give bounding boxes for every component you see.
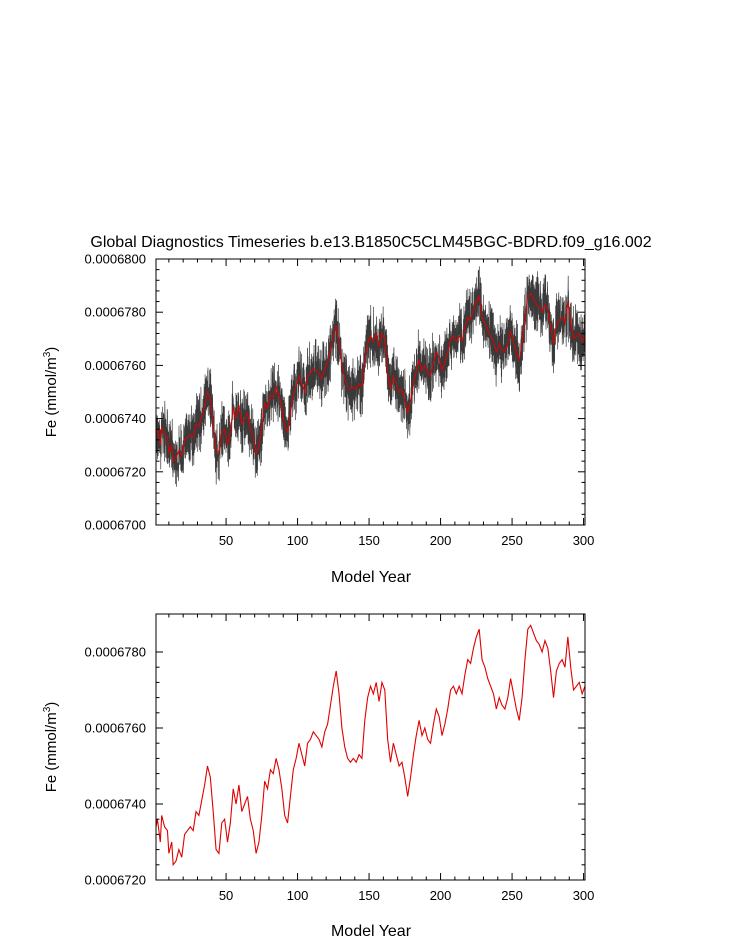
y-tick-label: 0.0006780 <box>85 305 146 320</box>
bottom-chart-panel: 50 100 150 200 250 300 0.0006720 0.0006740 0.000… <box>42 613 595 940</box>
top-chart-panel: Global Diagnostics Timeseries b.e13.B185… <box>42 234 652 586</box>
x-tick-label: 50 <box>219 533 233 548</box>
y-tick-label: 0.0006740 <box>85 411 146 426</box>
x-tick-label: 150 <box>358 888 380 903</box>
top-axes: 50 100 150 200 250 300 0.0006700 0.0006720 0.000… <box>85 252 595 549</box>
y-tick-label: 0.0006740 <box>85 797 146 812</box>
x-tick-label: 100 <box>287 533 309 548</box>
x-tick-label: 100 <box>287 888 309 903</box>
plot-frame <box>155 258 586 526</box>
bottom-y-axis-label: Fe (mmol/m3) <box>42 702 60 793</box>
top-x-axis-label: Model Year <box>331 569 412 586</box>
series-line-annual-mean <box>156 292 585 463</box>
y-tick-label: 0.0006720 <box>85 873 146 888</box>
y-tick-label: 0.0006700 <box>85 518 146 533</box>
x-tick-label: 300 <box>573 888 595 903</box>
chart-title: Global Diagnostics Timeseries b.e13.B185… <box>90 234 651 251</box>
bottom-plot-area <box>156 624 585 867</box>
x-tick-label: 300 <box>573 533 595 548</box>
y-tick-label: 0.0006760 <box>85 358 146 373</box>
x-tick-label: 50 <box>219 888 233 903</box>
x-tick-label: 250 <box>501 533 523 548</box>
y-tick-label: 0.0006720 <box>85 464 146 479</box>
bottom-x-axis-label: Model Year <box>331 923 412 940</box>
y-tick-label: 0.0006760 <box>85 721 146 736</box>
x-tick-label: 200 <box>430 533 452 548</box>
y-tick-label: 0.0006800 <box>85 252 146 267</box>
plot-series-group <box>156 624 585 867</box>
plot-frame <box>155 613 586 881</box>
top-y-axis-label: Fe (mmol/m3) <box>42 347 60 438</box>
x-tick-label: 250 <box>501 888 523 903</box>
bottom-axes: 50 100 150 200 250 300 0.0006720 0.0006740 0.000… <box>85 613 595 903</box>
top-plot-area <box>156 266 585 487</box>
series-line-monthly <box>156 266 585 487</box>
x-tick-label: 200 <box>430 888 452 903</box>
plot-series-group <box>156 266 585 487</box>
series-line-annual-mean <box>156 624 585 867</box>
y-tick-label: 0.0006780 <box>85 645 146 660</box>
x-tick-label: 150 <box>358 533 380 548</box>
